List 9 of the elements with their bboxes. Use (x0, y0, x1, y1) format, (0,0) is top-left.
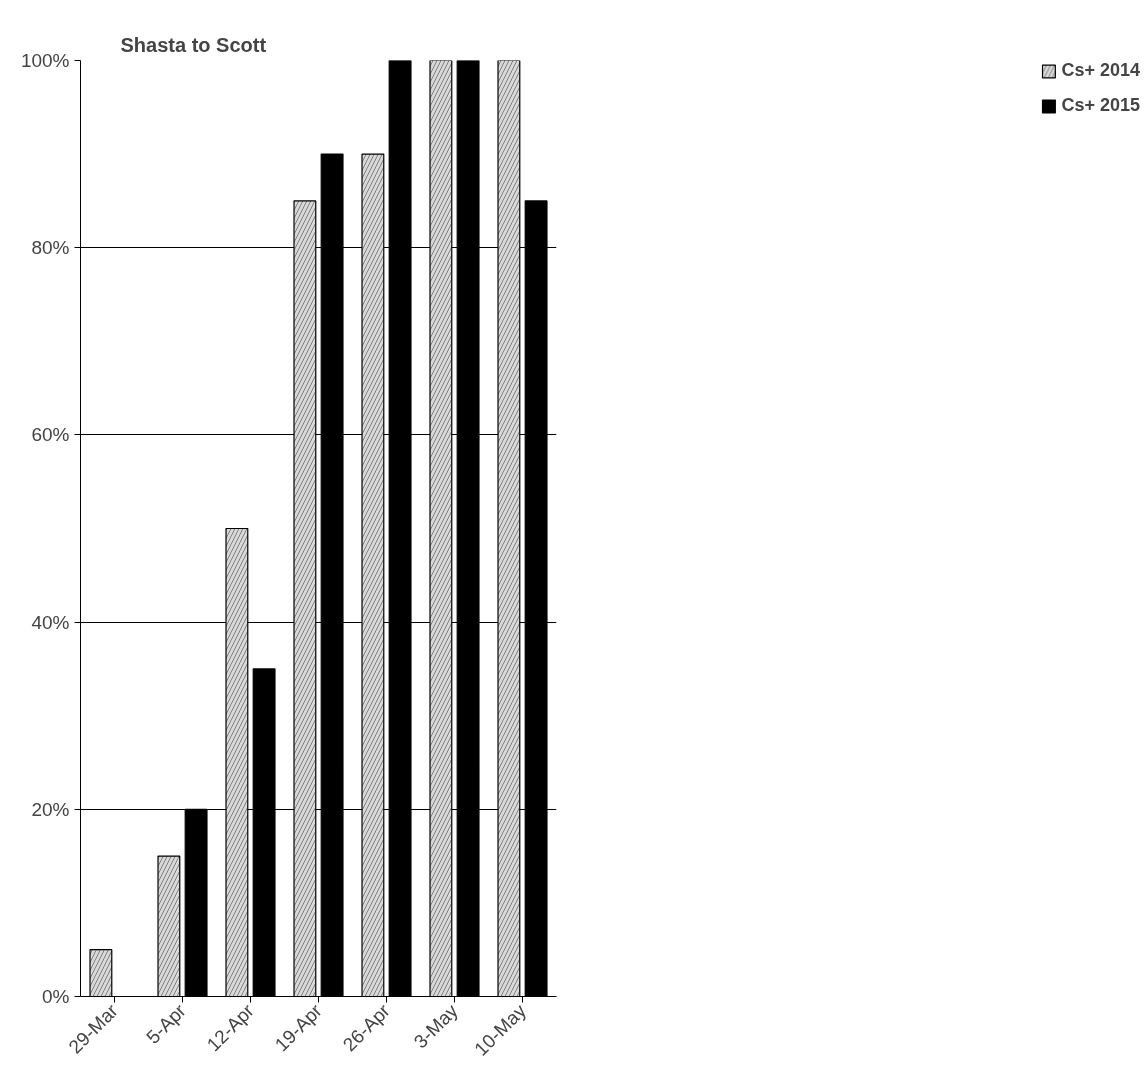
y-tick-label: 0% (42, 986, 70, 1007)
legend-label: Cs+ 2015 (1061, 95, 1140, 116)
y-tick-label: 20% (31, 798, 70, 820)
y-tick-label: 100% (20, 50, 70, 71)
y-tick-label: 60% (31, 424, 70, 446)
y-tick-label: 40% (31, 611, 70, 633)
chart-title: Shasta to Scott (120, 33, 267, 56)
y-tick-label: 80% (31, 237, 70, 259)
legend-label: Cs+ 2014 (1061, 60, 1140, 81)
